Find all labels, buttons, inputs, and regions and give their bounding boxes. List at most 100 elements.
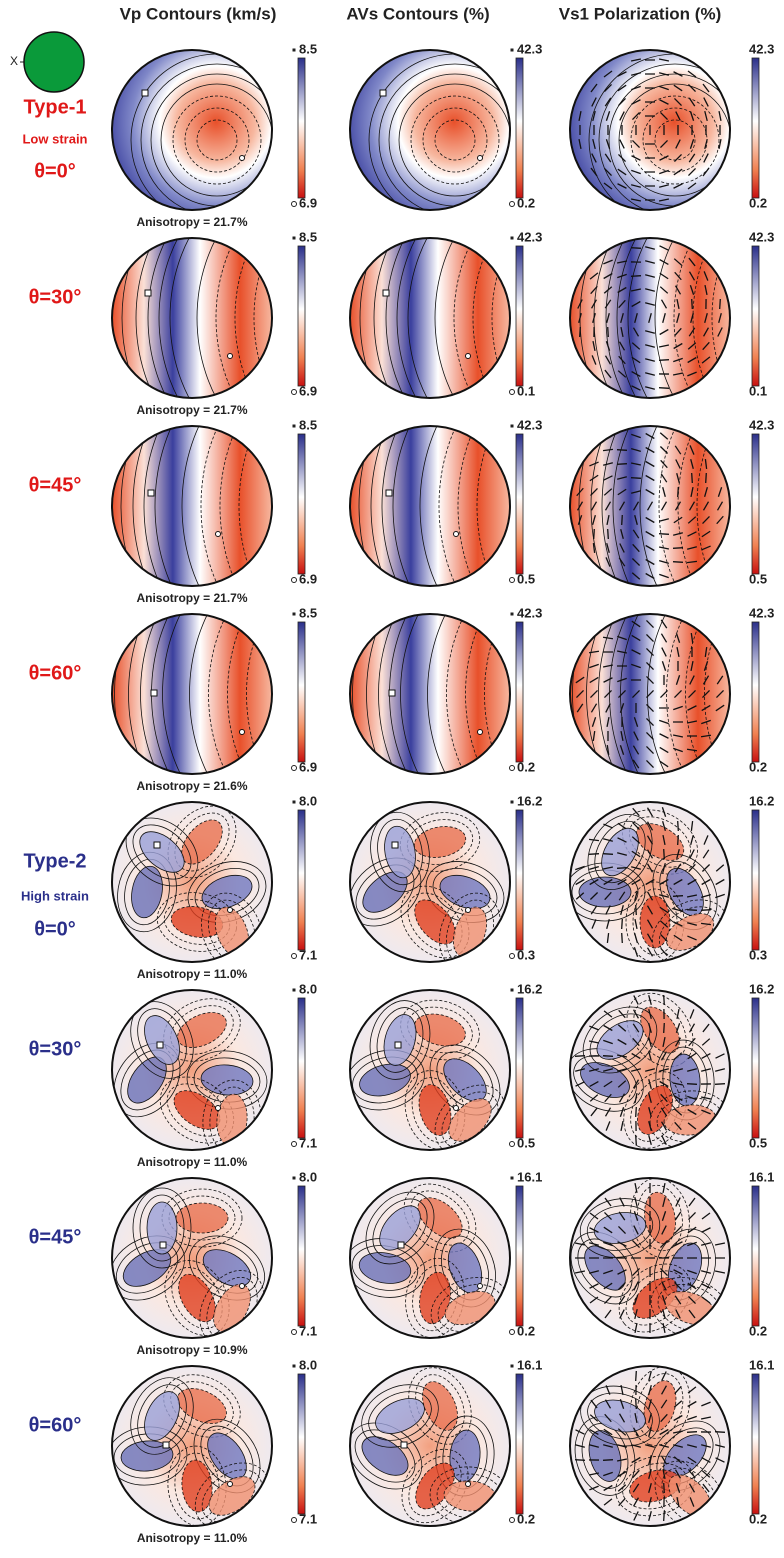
anisotropy: Anisotropy = 21.7% [136,215,247,229]
group-type: Type-1 [24,96,87,118]
colorbar-min: 0.2 [517,1323,535,1338]
column-header: Vp Contours (km/s) [120,4,277,23]
colorbar-min: 0.2 [517,759,535,774]
colorbar-max: 16.1 [749,1169,774,1184]
colorbar [298,1186,305,1326]
polarization-tick [636,1371,637,1381]
min-marker [478,730,483,735]
colorbar-max: 42.3 [749,605,774,620]
min-marker [228,908,233,913]
pole-figure [556,981,732,1159]
colorbar-max: 16.1 [517,1357,542,1372]
column-header: AVs Contours (%) [346,4,489,23]
max-marker [380,90,386,96]
figure: Vp Contours (km/s) AVs Contours (%) Vs1 … [0,0,784,1558]
colorbar-max: 42.3 [749,41,774,56]
polarization-tick [575,1056,585,1057]
polarization-tick [687,910,697,911]
colorbar [752,622,759,762]
max-symbol [293,237,296,240]
polarization-tick [636,905,637,915]
anisotropy: Anisotropy = 11.0% [137,1155,248,1169]
pole-figure [341,1170,518,1349]
max-marker [389,690,395,696]
max-marker [395,1042,401,1048]
polarization-tick [706,473,707,483]
max-symbol [293,989,296,992]
max-marker [386,490,392,496]
min-symbol [292,390,297,395]
polarization-tick [631,248,641,249]
max-symbol [293,425,296,428]
colorbar [752,998,759,1138]
min-marker [240,730,245,735]
polarization-tick [659,388,669,389]
min-marker [454,532,459,537]
anisotropy: Anisotropy = 21.7% [136,591,247,605]
colorbar-min: 0.1 [749,383,767,398]
polarization-tick [636,1399,637,1409]
colorbar-min: 0.2 [517,1511,535,1526]
colorbar-max: 8.5 [299,41,317,56]
max-symbol [293,613,296,616]
anisotropy: Anisotropy = 10.9% [136,1343,247,1357]
min-marker [466,1482,471,1487]
max-marker [154,842,160,848]
min-symbol [510,202,515,207]
polarization-tick [659,360,669,361]
min-symbol [292,1518,297,1523]
colorbar [752,246,759,386]
pole-figure [98,1178,277,1357]
min-marker [478,1284,483,1289]
min-marker [454,1106,459,1111]
min-symbol [510,1330,515,1335]
pole-figure [567,1360,739,1545]
colorbar [298,1374,305,1514]
anisotropy: Anisotropy = 11.0% [137,967,248,981]
max-marker [145,290,151,296]
polarization-tick [692,473,693,483]
colorbar [752,1186,759,1326]
group-strain: High strain [21,888,89,903]
colorbar [298,810,305,950]
axis-label: X [10,54,18,68]
pole-figure [105,1363,282,1543]
min-marker [228,1482,233,1487]
colorbar [516,998,523,1138]
colorbar [516,622,523,762]
colorbar-min: 7.1 [299,1323,317,1338]
theta-label: θ=0° [34,160,76,182]
colorbar-min: 0.2 [517,195,535,210]
polarization-tick [617,464,627,465]
colorbar [516,58,523,198]
polarization-tick [631,478,641,479]
colorbar-min: 6.9 [299,383,317,398]
colorbar-max: 42.3 [517,229,542,244]
colorbar-max: 8.0 [299,793,317,808]
colorbar-min: 0.5 [749,1135,767,1150]
max-symbol [511,1365,514,1368]
colorbar-max: 16.1 [749,1357,774,1372]
max-symbol [293,49,296,52]
max-marker [383,290,389,296]
anisotropy: Anisotropy = 21.6% [136,779,247,793]
min-symbol [510,954,515,959]
polarization-tick [608,327,609,337]
polarization-tick [617,450,627,451]
polarization-tick [603,1056,613,1057]
group-strain: Low strain [22,131,87,146]
colorbar-min: 7.1 [299,947,317,962]
polarization-tick [664,1023,665,1033]
polarization-tick [715,1432,725,1433]
max-symbol [511,237,514,240]
polarization-tick [622,919,623,929]
polarization-tick [687,1084,697,1085]
colorbar-min: 6.9 [299,195,317,210]
polarization-tick [720,299,721,309]
pole-figure [100,987,272,1163]
pole-figure [336,802,513,980]
polarization-tick [664,1483,665,1493]
colorbar-max: 8.5 [299,229,317,244]
colorbar-min: 0.2 [749,1323,767,1338]
min-marker [466,354,471,359]
